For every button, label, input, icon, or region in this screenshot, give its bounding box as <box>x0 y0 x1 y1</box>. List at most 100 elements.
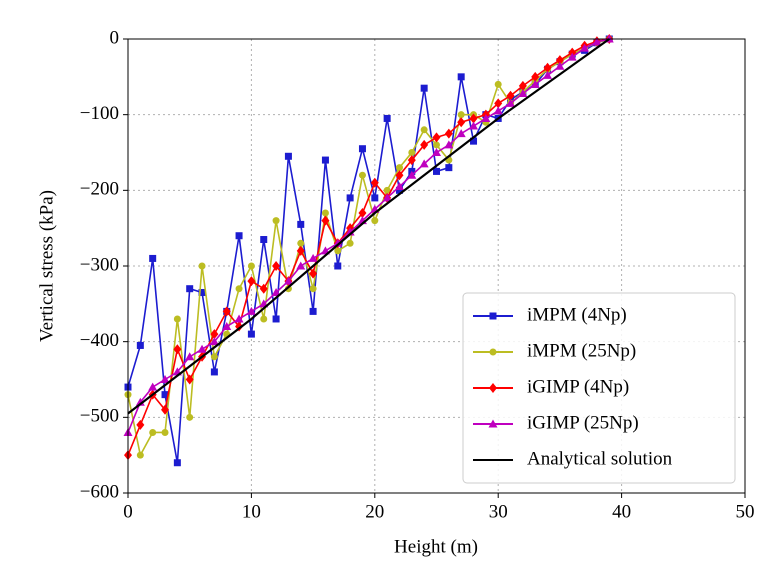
marker <box>580 43 590 52</box>
marker <box>444 128 453 139</box>
marker <box>161 391 169 399</box>
marker <box>309 268 318 279</box>
marker <box>481 113 491 122</box>
legend-label: iMPM (4Np) <box>527 304 627 325</box>
marker <box>543 62 552 73</box>
marker <box>456 129 466 138</box>
series-line <box>127 38 610 433</box>
marker <box>518 88 528 97</box>
legend-label: iGIMP (4Np) <box>527 376 629 397</box>
marker <box>432 148 441 156</box>
marker <box>358 171 366 179</box>
marker <box>271 287 281 296</box>
marker <box>444 140 454 149</box>
y-tick-label: −100 <box>80 103 119 124</box>
marker <box>222 322 232 331</box>
marker <box>488 419 498 428</box>
marker <box>235 285 243 293</box>
marker <box>408 149 416 156</box>
legend-box <box>462 292 736 484</box>
marker <box>358 145 366 153</box>
marker <box>518 80 527 91</box>
legend-label: iMPM (25Np) <box>527 340 636 361</box>
marker <box>543 70 553 79</box>
marker <box>383 186 391 194</box>
marker <box>457 117 466 128</box>
marker <box>419 159 429 168</box>
marker <box>297 239 305 247</box>
marker <box>259 283 268 294</box>
marker <box>432 132 441 143</box>
marker <box>173 459 181 467</box>
marker <box>334 247 342 255</box>
marker <box>136 451 144 459</box>
marker <box>297 220 305 228</box>
marker <box>149 428 157 436</box>
series-line <box>127 38 610 415</box>
marker <box>489 312 497 320</box>
marker <box>247 262 255 270</box>
marker <box>136 341 144 349</box>
marker <box>173 315 181 323</box>
marker <box>567 52 577 61</box>
marker <box>493 106 503 115</box>
marker <box>308 253 318 262</box>
marker <box>420 139 429 150</box>
marker <box>555 55 564 66</box>
marker <box>530 79 540 88</box>
marker <box>371 194 379 202</box>
x-tick-label: 40 <box>612 501 631 522</box>
marker <box>185 374 194 385</box>
marker <box>198 288 206 296</box>
marker <box>370 177 379 188</box>
x-tick-label: 50 <box>736 501 755 522</box>
marker <box>469 113 478 124</box>
marker <box>148 382 158 391</box>
marker <box>395 170 404 181</box>
marker <box>210 329 219 340</box>
marker <box>185 352 195 361</box>
marker <box>457 73 465 81</box>
marker <box>494 98 503 109</box>
marker <box>198 262 206 270</box>
y-tick-label: −500 <box>80 406 119 427</box>
marker <box>283 276 293 285</box>
marker <box>246 306 256 315</box>
y-tick-label: 0 <box>110 27 120 48</box>
marker <box>296 261 306 270</box>
marker <box>136 419 145 430</box>
marker <box>321 215 330 226</box>
marker <box>358 208 367 219</box>
marker <box>371 217 379 225</box>
marker <box>433 141 440 149</box>
marker <box>333 238 343 247</box>
marker <box>420 84 428 92</box>
marker <box>346 239 354 247</box>
marker <box>321 156 329 164</box>
marker <box>494 80 502 88</box>
marker <box>395 186 403 194</box>
marker <box>469 121 479 130</box>
y-axis-label: Vertical stress (kPa) <box>36 190 57 342</box>
marker <box>489 348 497 356</box>
marker <box>592 37 602 46</box>
y-tick-label: −400 <box>80 330 119 351</box>
x-tick-label: 10 <box>242 501 261 522</box>
marker <box>235 232 243 240</box>
legend-label: iGIMP (25Np) <box>527 412 639 433</box>
marker <box>309 307 317 315</box>
marker <box>489 383 497 393</box>
marker <box>272 261 281 271</box>
marker <box>247 330 255 338</box>
x-tick-label: 30 <box>489 501 508 522</box>
marker <box>407 155 416 166</box>
marker <box>186 413 194 421</box>
marker <box>407 170 417 179</box>
marker <box>394 182 404 191</box>
marker <box>334 262 342 270</box>
marker <box>284 152 292 160</box>
marker <box>260 236 268 244</box>
marker <box>506 98 516 107</box>
marker <box>247 276 256 287</box>
